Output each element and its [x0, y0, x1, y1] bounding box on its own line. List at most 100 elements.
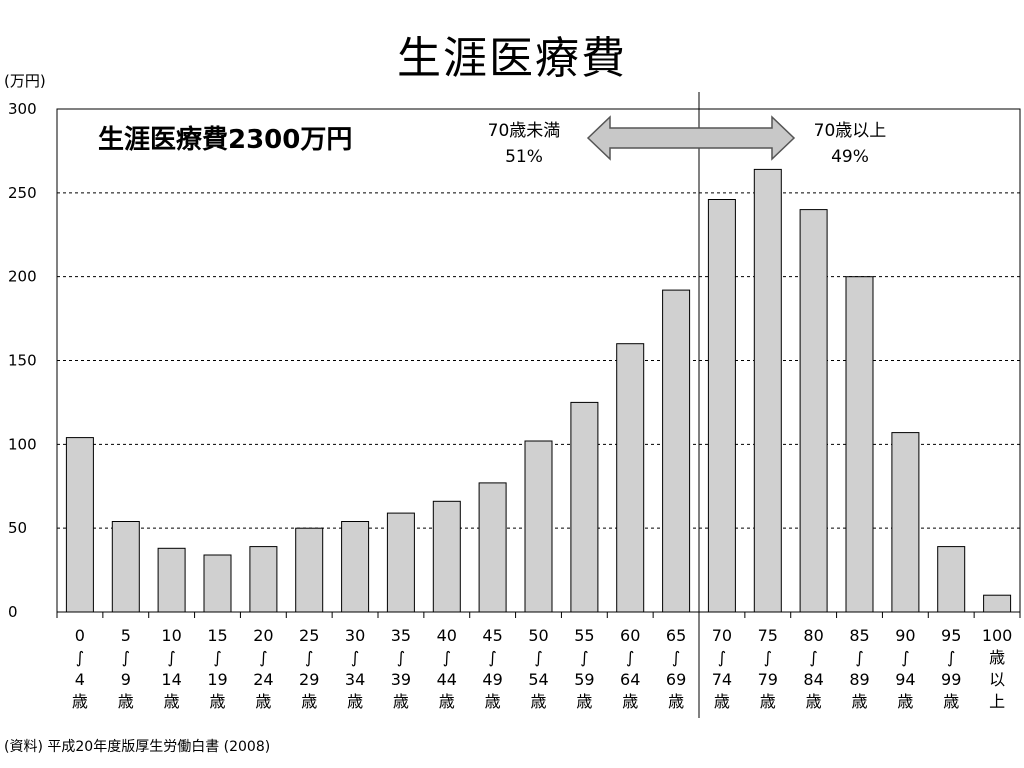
- x-tick-label: 74: [712, 670, 732, 689]
- y-axis-unit-label: (万円): [4, 72, 46, 90]
- x-tick-label: 歳: [530, 692, 546, 711]
- x-tick-label: 100: [982, 626, 1013, 645]
- x-tick-label: 上: [989, 692, 1005, 711]
- x-tick-label: 歳: [851, 692, 867, 711]
- y-tick-label: 50: [8, 519, 27, 537]
- x-tick-label: 25: [299, 626, 319, 645]
- y-tick-label: 250: [8, 184, 37, 202]
- x-tick-label: 54: [528, 670, 548, 689]
- x-tick-label: 歳: [164, 692, 180, 711]
- bar: [616, 343, 645, 613]
- x-tick-label: 歳: [622, 692, 638, 711]
- over-70-label: 70歳以上: [814, 121, 887, 141]
- x-tick-label: 34: [345, 670, 365, 689]
- x-tick-label: 歳: [668, 692, 684, 711]
- x-tick-label: 歳: [576, 692, 592, 711]
- x-tick-label: 歳: [118, 692, 134, 711]
- x-tick-label: 20: [253, 626, 273, 645]
- y-tick-labels: 0 50 100 150 200 250 300: [8, 100, 37, 621]
- y-tick-label: 200: [8, 268, 37, 286]
- x-tick-label: ∫: [672, 648, 680, 667]
- x-tick-label: 30: [345, 626, 365, 645]
- x-tick-label: 35: [391, 626, 411, 645]
- x-tick-label: 50: [528, 626, 548, 645]
- bar: [203, 554, 232, 613]
- x-tick-label: 以: [989, 670, 1005, 689]
- x-tick-label: 80: [803, 626, 823, 645]
- x-tick-label: 歳: [760, 692, 776, 711]
- x-tick-label: 歳: [347, 692, 363, 711]
- under-70-percent: 51%: [505, 147, 543, 167]
- x-tick-label: ∫: [351, 648, 359, 667]
- x-tick-label: 85: [849, 626, 869, 645]
- bar: [295, 527, 324, 613]
- x-tick-label: 29: [299, 670, 319, 689]
- x-tick-label: ∫: [488, 648, 496, 667]
- x-tick-label: ∫: [443, 648, 451, 667]
- x-tick-label: ∫: [947, 648, 955, 667]
- x-tick-label: 歳: [72, 692, 88, 711]
- x-tick-label: 歳: [393, 692, 409, 711]
- source-note: (資料) 平成20年度版厚生労働白書 (2008): [4, 739, 271, 755]
- x-tick-label: ∫: [397, 648, 405, 667]
- bars: [65, 168, 1012, 613]
- x-tick-label: 14: [161, 670, 181, 689]
- x-tick-label: ∫: [534, 648, 542, 667]
- bar: [983, 594, 1012, 613]
- x-tick-label: 歳: [301, 692, 317, 711]
- bar: [753, 168, 782, 613]
- x-tick-label: 歳: [255, 692, 271, 711]
- x-tick-label: 84: [803, 670, 823, 689]
- x-tick-label: ∫: [76, 648, 84, 667]
- x-tick-label: 24: [253, 670, 273, 689]
- axes: [56, 92, 1021, 718]
- x-tick-label: 0: [75, 626, 85, 645]
- bar: [341, 521, 370, 613]
- bar: [891, 432, 920, 613]
- x-tick-label: ∫: [122, 648, 130, 667]
- x-tick-label: ∫: [167, 648, 175, 667]
- x-tick-label: 89: [849, 670, 869, 689]
- y-tick-label: 100: [8, 435, 37, 453]
- x-tick-label: ∫: [580, 648, 588, 667]
- bar: [157, 547, 186, 613]
- x-tick-label: ∫: [809, 648, 817, 667]
- x-tick-label: 歳: [897, 692, 913, 711]
- x-tick-label: 70: [712, 626, 732, 645]
- bar: [707, 199, 736, 613]
- x-tick-label: 歳: [989, 648, 1005, 667]
- x-tick-label: ∫: [626, 648, 634, 667]
- y-tick-label: 300: [8, 100, 37, 118]
- bar: [524, 440, 553, 613]
- x-tick-label: 歳: [439, 692, 455, 711]
- x-tick-label: 5: [121, 626, 131, 645]
- x-tick-label: 49: [482, 670, 502, 689]
- bar: [662, 289, 691, 613]
- x-tick-label: ∫: [213, 648, 221, 667]
- under-70-label: 70歳未満: [488, 121, 561, 141]
- x-tick-labels: 0 ∫ 4 歳 5 ∫ 9 歳 10 ∫ 14 歳 15 ∫ 19 歳 20 ∫ 24 歳 25 ∫ 29 歳 30 ∫ 34 歳 35…: [72, 626, 1012, 711]
- bar: [111, 521, 140, 613]
- x-tick-label: ∫: [901, 648, 909, 667]
- x-tick-label: 歳: [943, 692, 959, 711]
- x-tick-label: 95: [941, 626, 961, 645]
- x-tick-label: ∫: [259, 648, 267, 667]
- x-tick-label: 64: [620, 670, 640, 689]
- x-tick-label: 60: [620, 626, 640, 645]
- bar: [799, 209, 828, 613]
- x-tick-label: 歳: [714, 692, 730, 711]
- bar: [65, 437, 94, 613]
- x-tick-label: 55: [574, 626, 594, 645]
- bar: [937, 546, 966, 613]
- x-tick-label: 45: [482, 626, 502, 645]
- x-tick-label: ∫: [718, 648, 726, 667]
- x-tick-label: 69: [666, 670, 686, 689]
- bar: [249, 546, 278, 613]
- bar: [478, 482, 507, 613]
- x-tick-label: 94: [895, 670, 915, 689]
- x-tick-label: 15: [207, 626, 227, 645]
- x-tick-label: 39: [391, 670, 411, 689]
- bar: [570, 401, 599, 613]
- x-tick-label: 40: [437, 626, 457, 645]
